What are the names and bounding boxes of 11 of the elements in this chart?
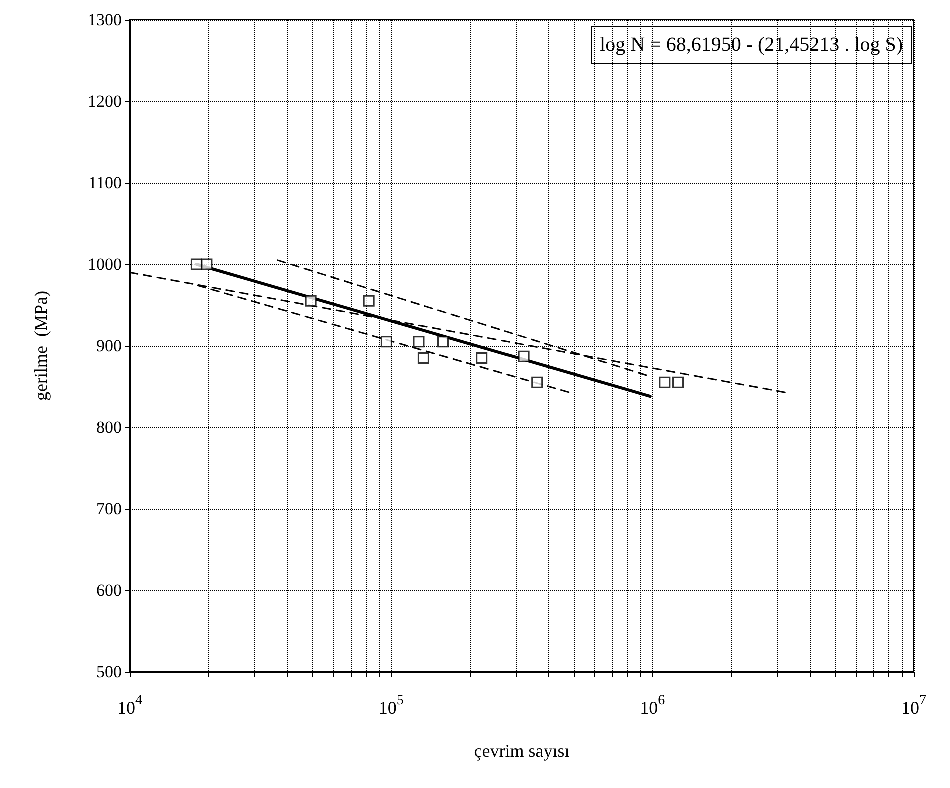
x-axis-title: çevrim sayısı (474, 741, 570, 761)
y-tick-label: 1000 (88, 255, 122, 274)
y-tick-label: 1100 (88, 174, 122, 192)
y-tick-label: 700 (96, 500, 122, 518)
y-tick-label: 1300 (88, 10, 122, 30)
y-tick-label: 600 (96, 581, 122, 600)
y-tick-label: 1200 (88, 92, 122, 111)
y-tick-label: 500 (96, 662, 122, 682)
y-tick-label: 900 (96, 336, 122, 356)
y-tick-label: 800 (96, 418, 122, 437)
y-axis-title: gerilme (MPa) (31, 291, 51, 401)
